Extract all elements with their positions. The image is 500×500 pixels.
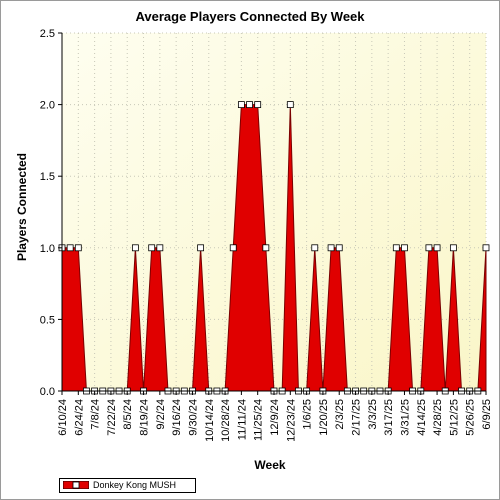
x-tick-label: 10/28/24 bbox=[220, 399, 232, 442]
x-tick-label: 11/11/24 bbox=[236, 399, 248, 440]
y-tick-label: 1.0 bbox=[40, 243, 55, 255]
x-tick-label: 3/31/25 bbox=[399, 399, 411, 436]
data-point bbox=[237, 101, 245, 108]
x-tick-label: 7/22/24 bbox=[106, 399, 118, 436]
data-point bbox=[401, 244, 408, 252]
x-tick-label: 3/3/25 bbox=[367, 399, 379, 430]
data-point bbox=[66, 244, 74, 252]
data-point bbox=[131, 244, 139, 252]
data-point bbox=[246, 101, 253, 108]
x-tick-label: 2/17/25 bbox=[351, 399, 363, 436]
x-tick-label: 11/25/24 bbox=[253, 399, 265, 441]
x-tick-label: 6/10/24 bbox=[57, 399, 69, 436]
data-point bbox=[262, 244, 270, 252]
x-tick-label: 12/23/24 bbox=[285, 399, 297, 442]
data-point bbox=[482, 244, 490, 252]
x-tick-label: 4/28/25 bbox=[432, 399, 444, 436]
data-point bbox=[197, 244, 205, 252]
legend: Donkey Kong MUSH bbox=[59, 478, 196, 493]
x-tick-label: 5/12/25 bbox=[448, 399, 460, 436]
x-tick-label: 6/24/24 bbox=[73, 399, 85, 436]
data-point bbox=[449, 244, 457, 252]
y-tick-label: 2.0 bbox=[40, 100, 55, 112]
y-tick-label: 0.5 bbox=[40, 314, 55, 326]
x-tick-label: 9/30/24 bbox=[187, 399, 199, 436]
x-tick-label: 6/9/25 bbox=[481, 399, 493, 430]
x-tick-label: 9/16/24 bbox=[171, 399, 183, 436]
data-point bbox=[311, 244, 319, 252]
legend-swatch bbox=[63, 481, 89, 489]
chart-title: Average Players Connected By Week bbox=[135, 9, 365, 24]
y-tick-label: 0.0 bbox=[40, 386, 55, 398]
data-point bbox=[425, 244, 433, 252]
data-point bbox=[229, 244, 237, 252]
y-tick-label: 2.5 bbox=[40, 28, 55, 40]
x-tick-label: 2/3/25 bbox=[334, 399, 346, 430]
x-axis-label: Week bbox=[254, 458, 286, 472]
data-point bbox=[335, 244, 343, 252]
data-point bbox=[433, 244, 441, 252]
data-point bbox=[254, 101, 262, 108]
x-tick-label: 3/17/25 bbox=[383, 399, 395, 436]
x-tick-label: 7/8/24 bbox=[90, 399, 102, 430]
data-point bbox=[286, 101, 294, 108]
y-tick-label: 1.5 bbox=[40, 171, 55, 183]
x-tick-label: 1/6/25 bbox=[302, 399, 314, 430]
x-tick-label: 9/2/24 bbox=[155, 399, 167, 430]
data-point bbox=[156, 244, 164, 252]
data-point bbox=[148, 244, 156, 252]
x-tick-label: 12/9/24 bbox=[269, 399, 281, 436]
data-point bbox=[327, 244, 335, 252]
x-tick-label: 8/19/24 bbox=[139, 399, 151, 436]
x-tick-label: 1/20/25 bbox=[318, 399, 330, 436]
legend-label: Donkey Kong MUSH bbox=[93, 480, 177, 490]
x-tick-label: 10/14/24 bbox=[204, 399, 216, 442]
data-point bbox=[74, 244, 82, 252]
x-tick-label: 5/26/25 bbox=[465, 399, 477, 436]
x-tick-label: 4/14/25 bbox=[416, 399, 428, 436]
data-point bbox=[392, 244, 400, 252]
x-tick-label: 8/5/24 bbox=[122, 399, 134, 430]
